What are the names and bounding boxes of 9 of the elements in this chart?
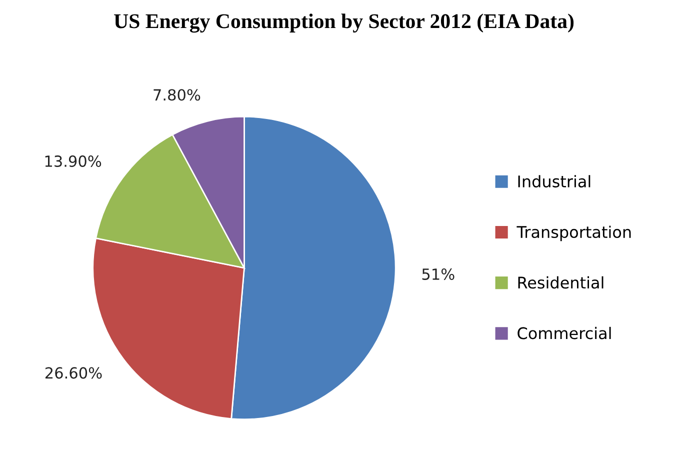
data-label: 13.90% xyxy=(45,155,102,167)
legend-label: Transportation xyxy=(516,226,631,242)
chart-title: US Energy Consumption by Sector 2012 (EIA Data) xyxy=(114,14,574,33)
data-label: 51% xyxy=(422,268,454,280)
legend-label: Residential xyxy=(518,276,604,289)
data-label: 7.80% xyxy=(154,89,200,101)
legend-label: Commercial xyxy=(518,326,611,340)
data-label: 26.60% xyxy=(45,367,102,379)
legend-label: Industrial xyxy=(518,175,590,188)
